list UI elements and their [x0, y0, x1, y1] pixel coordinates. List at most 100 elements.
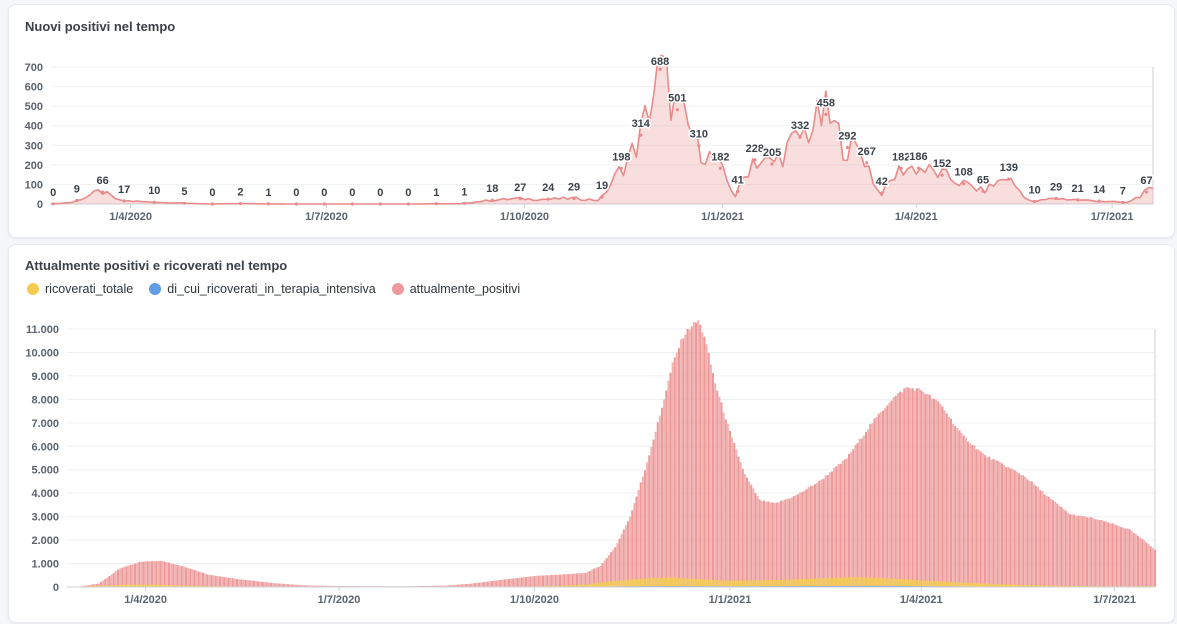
y-tick-label: 600 [25, 82, 43, 94]
bar-ricoverati-totale [930, 581, 933, 587]
bar-attualmente-positivi [303, 585, 307, 587]
legend-item-terapia-intensiva[interactable]: di_cui_ricoverati_in_terapia_intensiva [149, 282, 376, 296]
bar-ricoverati-totale [805, 578, 808, 587]
bar-ricoverati-totale [799, 579, 802, 587]
bar-ricoverati-totale [1009, 584, 1012, 587]
bar-ricoverati-totale [741, 580, 744, 587]
bar-ricoverati-totale [575, 584, 579, 587]
bar-ricoverati-totale [1056, 585, 1059, 587]
bar-attualmente-positivi [329, 585, 332, 587]
data-point [880, 191, 884, 195]
bar-ricoverati-totale [845, 577, 848, 587]
bar-ricoverati-totale [1049, 585, 1052, 587]
bar-attualmente-positivi [505, 579, 508, 587]
data-point [1144, 190, 1149, 194]
data-point [1076, 198, 1080, 202]
bar-ricoverati-totale [901, 579, 904, 587]
bar-attualmente-positivi [737, 456, 740, 587]
bar-attualmente-positivi [788, 498, 791, 587]
bar-attualmente-positivi [920, 390, 923, 587]
bar-attualmente-positivi [601, 563, 604, 587]
bar-terapia-intensiva [837, 585, 840, 587]
y-tick-label: 100 [25, 179, 43, 191]
bar-attualmente-positivi [452, 584, 455, 587]
bar-ricoverati-totale [195, 585, 198, 587]
bar-ricoverati-totale [690, 578, 693, 587]
bar-attualmente-positivi [503, 579, 506, 587]
bar-ricoverati-totale [1058, 585, 1061, 587]
legend-swatch [391, 283, 404, 295]
y-tick-label: 8.000 [31, 394, 59, 406]
bar-ricoverati-totale [703, 579, 706, 587]
bar-attualmente-positivi [667, 380, 670, 587]
data-point [961, 182, 966, 186]
bar-attualmente-positivi [184, 567, 188, 587]
bar-attualmente-positivi [1109, 523, 1112, 587]
legend-item-attualmente-positivi[interactable]: attualmente_positivi [391, 282, 520, 296]
bar-attualmente-positivi [837, 464, 840, 587]
bar-terapia-intensiva [826, 585, 829, 587]
bar-attualmente-positivi [612, 549, 615, 587]
bar-ricoverati-totale [909, 579, 912, 587]
data-point [697, 144, 701, 148]
bar-attualmente-positivi [911, 388, 914, 587]
bar-ricoverati-totale [839, 577, 842, 587]
bar-ricoverati-totale [1037, 585, 1040, 587]
data-label: 10 [148, 185, 160, 197]
bar-ricoverati-totale [187, 585, 190, 587]
data-point [322, 202, 326, 206]
bar-attualmente-positivi [535, 575, 538, 587]
bar-terapia-intensiva [847, 585, 851, 587]
legend-item-ricoverati-totale[interactable]: ricoverati_totale [27, 282, 133, 296]
bar-attualmente-positivi [845, 458, 848, 587]
data-point [845, 145, 849, 150]
bar-attualmente-positivi [176, 565, 179, 587]
bar-attualmente-positivi [714, 383, 717, 587]
bar-attualmente-positivi [1147, 544, 1150, 587]
bar-attualmente-positivi [762, 500, 766, 587]
bar-ricoverati-totale [1024, 584, 1027, 587]
bar-attualmente-positivi [1111, 523, 1114, 587]
bar-attualmente-positivi [724, 419, 727, 587]
series-line [50, 54, 1154, 205]
bar-terapia-intensiva [820, 585, 823, 587]
bar-attualmente-positivi [843, 459, 846, 587]
bar-ricoverati-totale [711, 579, 715, 587]
data-label: 10 [1028, 184, 1040, 196]
bar-ricoverati-totale [809, 578, 812, 587]
bar-attualmente-positivi [289, 584, 292, 587]
bar-ricoverati-totale [110, 585, 113, 587]
bar-ricoverati-totale [762, 580, 766, 587]
bar-attualmente-positivi [799, 492, 802, 587]
bar-attualmente-positivi [675, 352, 678, 587]
bar-attualmente-positivi [1126, 528, 1129, 587]
y-tick-label: 9.000 [31, 371, 59, 383]
bar-attualmente-positivi [106, 577, 109, 587]
x-tick-label: 1/4/2020 [109, 211, 152, 223]
bar-ricoverati-totale [180, 585, 183, 587]
data-label: 27 [514, 182, 526, 194]
bar-attualmente-positivi [892, 397, 895, 587]
data-label: 152 [933, 158, 951, 170]
bar-ricoverati-totale [677, 577, 681, 587]
bar-attualmente-positivi [1075, 516, 1078, 587]
bar-attualmente-positivi [811, 485, 814, 587]
bar-attualmente-positivi [1094, 519, 1097, 587]
bar-ricoverati-totale [558, 585, 562, 587]
data-point [122, 199, 126, 203]
bar-attualmente-positivi [495, 580, 498, 587]
bar-attualmente-positivi [1077, 515, 1080, 587]
bar-attualmente-positivi [214, 575, 217, 587]
bar-ricoverati-totale [138, 584, 141, 587]
bar-ricoverati-totale [590, 583, 593, 587]
bar-ricoverati-totale [603, 582, 606, 587]
bar-attualmente-positivi [110, 574, 113, 587]
bar-attualmente-positivi [490, 580, 494, 587]
data-label: 19 [596, 180, 608, 192]
bar-terapia-intensiva [894, 585, 897, 587]
bar-attualmente-positivi [546, 575, 549, 587]
bar-attualmente-positivi [969, 443, 972, 587]
bar-attualmente-positivi [677, 348, 681, 587]
bar-attualmente-positivi [133, 563, 137, 587]
bar-ricoverati-totale [694, 578, 698, 587]
